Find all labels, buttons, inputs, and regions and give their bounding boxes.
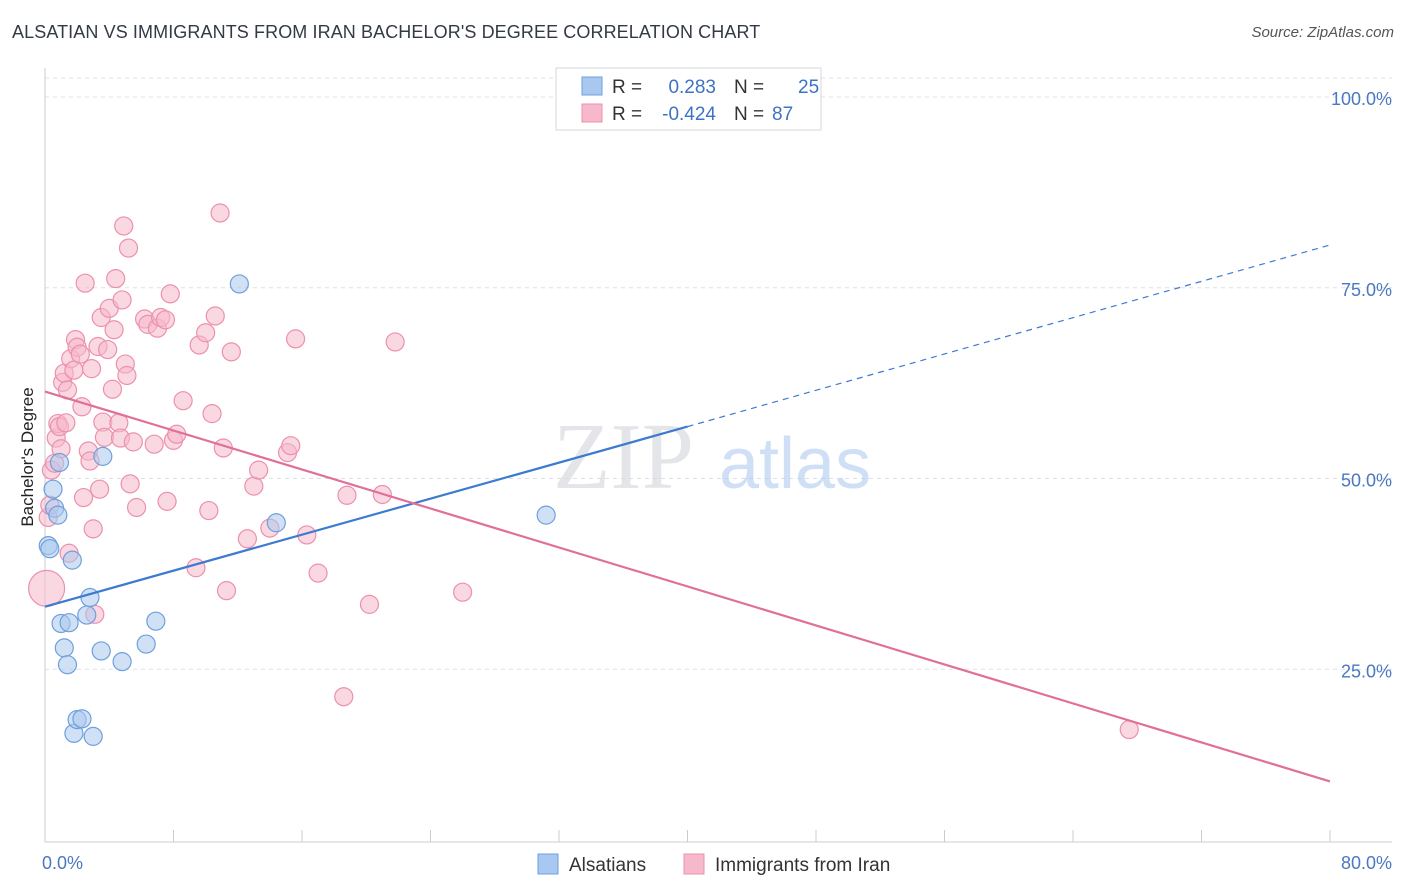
iran-point (112, 290, 132, 310)
x-tick-label-min: 0.0% (42, 853, 83, 873)
alsatian-point (40, 539, 60, 559)
iran-point (205, 306, 225, 326)
series-legend: Alsatians Immigrants from Iran (537, 853, 890, 876)
iran-point (157, 491, 177, 511)
legend-swatch-pink (581, 103, 603, 123)
axes (44, 68, 1392, 843)
trend-lines (44, 244, 1331, 783)
alsatian-point (54, 638, 74, 658)
iran-point (453, 582, 473, 602)
iran-point (385, 332, 405, 352)
iran-point (221, 342, 241, 362)
iran-point (249, 460, 269, 480)
watermark-atlas: atlas (719, 424, 871, 504)
series-legend-iran: Immigrants from Iran (715, 855, 890, 876)
iran-point (90, 479, 110, 499)
legend-n-label-pink: N = (734, 104, 764, 125)
iran-point (81, 359, 102, 379)
iran-point (75, 273, 95, 293)
iran-point (120, 474, 140, 494)
iran-point (28, 569, 66, 607)
iran-point (102, 379, 123, 399)
alsatian-point (72, 709, 92, 729)
alsatian-point (62, 550, 82, 570)
iran-point (160, 284, 180, 304)
x-tick-label-max: 80.0% (1341, 853, 1392, 873)
legend-r-label-pink: R = (612, 104, 642, 125)
alsatian-point (59, 613, 79, 633)
iran-point (210, 203, 230, 223)
iran-point (202, 404, 222, 424)
legend-r-label-blue: R = (612, 77, 642, 98)
y-tick-label: 75.0% (1341, 280, 1392, 300)
alsatian-point (266, 513, 286, 533)
alsatian-point (136, 634, 156, 654)
iran-point (106, 268, 126, 289)
iran-point (155, 310, 176, 330)
alsatian-point (536, 505, 556, 525)
y-axis-label: Bachelor's Degree (18, 387, 37, 526)
iran-point (83, 519, 103, 539)
iran-point (98, 339, 118, 360)
iran-point (337, 485, 357, 505)
iran-point (196, 323, 216, 343)
legend-n-value-pink: 87 (772, 104, 793, 125)
alsatian-point (91, 641, 111, 661)
legend-n-label-blue: N = (734, 77, 764, 98)
legend-r-value-pink: -0.424 (662, 104, 716, 125)
iran-point (173, 391, 193, 411)
alsatian-trend-extension (687, 244, 1331, 428)
legend-n-value-blue: 25 (798, 77, 819, 98)
series-legend-alsatians: Alsatians (569, 855, 646, 876)
alsatian-point (146, 611, 166, 631)
tick-labels: 25.0% 50.0% 75.0% 100.0% 0.0% 80.0% (42, 89, 1392, 873)
iran-point (359, 594, 380, 614)
y-tick-label: 25.0% (1341, 661, 1392, 681)
iran-point (118, 238, 139, 258)
y-tick-label: 100.0% (1331, 89, 1392, 109)
alsatian-point (229, 274, 249, 294)
legend-r-value-blue: 0.283 (668, 77, 716, 98)
y-tick-label: 50.0% (1341, 471, 1392, 491)
series-legend-swatch-alsatians (537, 853, 559, 875)
series-legend-swatch-iran (683, 853, 705, 875)
iran-point (308, 563, 328, 583)
alsatian-point (77, 605, 97, 625)
alsatian-point (48, 505, 68, 525)
iran-point (199, 500, 219, 521)
iran-point (117, 365, 137, 386)
source-credit: Source: ZipAtlas.com (1251, 24, 1394, 41)
data-points (28, 203, 1139, 746)
iran-trend-line (44, 390, 1331, 783)
iran-point (334, 687, 354, 707)
alsatian-trend-line (44, 425, 688, 608)
iran-point (144, 434, 164, 454)
alsatian-point (43, 479, 63, 499)
alsatian-point (93, 446, 113, 466)
iran-point (104, 320, 124, 340)
watermark-zip: ZIP (553, 405, 694, 509)
gridlines (45, 77, 1392, 670)
iran-point (56, 413, 76, 433)
alsatian-point (49, 452, 70, 473)
alsatian-point (57, 655, 78, 675)
iran-point (70, 344, 90, 364)
iran-point (73, 487, 94, 508)
iran-point (216, 581, 237, 601)
iran-point (114, 216, 134, 236)
iran-point (94, 427, 115, 447)
chart-title: ALSATIAN VS IMMIGRANTS FROM IRAN BACHELO… (12, 22, 761, 42)
iran-point (64, 360, 84, 380)
legend-swatch-blue (581, 76, 603, 96)
correlation-legend: R = 0.283 N = 25 R = -0.424 N = 87 (555, 67, 822, 131)
iran-point (244, 476, 264, 496)
iran-point (126, 497, 147, 518)
iran-point (281, 436, 301, 456)
iran-point (237, 529, 257, 549)
alsatian-point (112, 652, 132, 672)
alsatian-point (83, 726, 103, 746)
iran-point (123, 432, 143, 452)
iran-point (285, 329, 306, 349)
